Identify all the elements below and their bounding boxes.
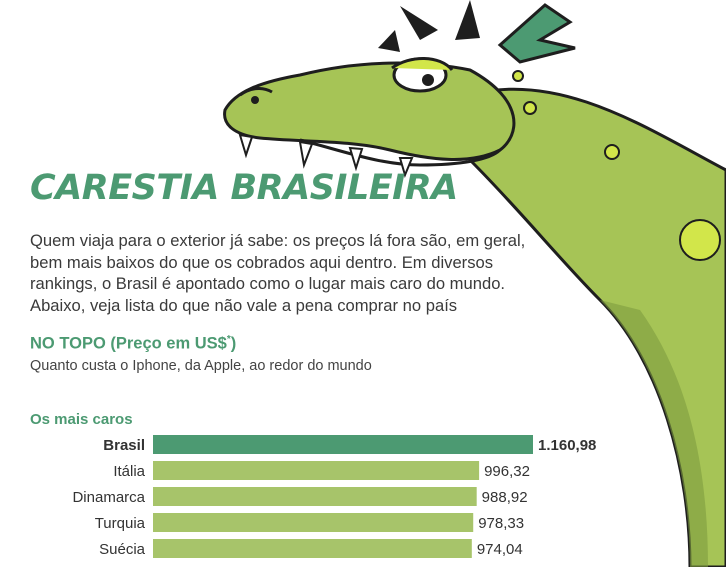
category-label: Brasil [103,437,145,454]
bar [153,513,474,532]
value-label: 974,04 [477,541,523,558]
dragon-spot [679,219,721,261]
dragon-spot [523,101,537,115]
category-label: Turquia [95,515,146,532]
category-label: Itália [113,463,145,480]
section-title-mark: * [226,334,231,345]
section-title-end: ) [230,334,237,353]
intro-text: Quem viaja para o exterior já sabe: os p… [30,231,526,315]
bar [153,539,472,558]
value-label: 988,92 [482,489,528,506]
value-label: 978,33 [478,515,524,532]
value-label: 996,32 [484,463,530,480]
bar [153,435,533,454]
page-title: CARESTIA BRASILEIRA [30,168,458,208]
category-label: Suécia [99,541,146,558]
dragon-head [223,61,516,161]
section-title-main: NO TOPO (Preço em US$ [30,334,227,353]
section-subtitle: Quanto custa o Iphone, da Apple, ao redo… [30,358,372,374]
category-label: Dinamarca [72,489,145,506]
chart-group-title: Os mais caros [30,411,133,428]
bar [153,487,477,506]
section-title: NO TOPO (Preço em US$*) [30,334,236,354]
bar [153,461,480,480]
value-label: 1.160,98 [538,437,596,454]
dragon-spot [604,144,620,160]
dragon-spot [512,70,524,82]
